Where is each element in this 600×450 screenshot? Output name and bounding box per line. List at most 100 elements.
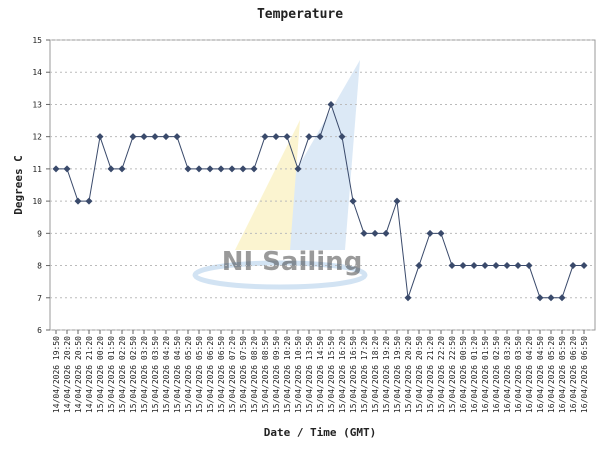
x-tick-label: 15/04/2026 02:50 [129,336,138,413]
point [118,165,126,173]
point [360,229,368,237]
x-tick-label: 16/04/2026 05:20 [547,336,556,413]
x-tick-label: 15/04/2026 16:20 [338,336,347,413]
x-tick-label: 15/04/2026 18:20 [371,336,380,413]
point [404,294,412,302]
point [107,165,115,173]
x-tick-label: 15/04/2026 21:20 [426,336,435,413]
x-tick-label: 16/04/2026 05:50 [558,336,567,413]
point [415,262,423,270]
point [316,133,324,141]
x-tick-label: 16/04/2026 01:50 [481,336,490,413]
x-tick-label: 15/04/2026 09:50 [272,336,281,413]
x-tick-label: 15/04/2026 22:20 [437,336,446,413]
y-tick-label: 6 [37,326,42,335]
point [195,165,203,173]
point [151,133,159,141]
y-axis-label: Degrees C [12,155,25,215]
point [272,133,280,141]
x-tick-label: 15/04/2026 03:20 [140,336,149,413]
point [74,197,82,205]
point [305,133,313,141]
point [393,197,401,205]
point [547,294,555,302]
point [250,165,258,173]
x-tick-label: 14/04/2026 20:50 [74,336,83,413]
x-tick-label: 15/04/2026 19:50 [393,336,402,413]
x-tick-label: 15/04/2026 05:50 [195,336,204,413]
point [382,229,390,237]
point [52,165,60,173]
point [173,133,181,141]
x-tick-label: 15/04/2026 01:50 [107,336,116,413]
point [85,197,93,205]
point [327,100,335,108]
watermark: NI Sailing [222,247,363,277]
point [63,165,71,173]
chart-title: Temperature [257,7,343,22]
point [470,262,478,270]
point [294,165,302,173]
plot-frame [49,39,596,331]
point [492,262,500,270]
point [349,197,357,205]
x-tick-label: 14/04/2026 21:20 [85,336,94,413]
x-tick-label: 15/04/2026 06:20 [206,336,215,413]
x-tick-label: 16/04/2026 04:50 [536,336,545,413]
x-tick-label: 14/04/2026 20:20 [63,336,72,413]
y-tick-label: 11 [32,165,42,174]
point [536,294,544,302]
x-tick-label: 15/04/2026 08:20 [250,336,259,413]
x-tick-label: 15/04/2026 03:50 [151,336,160,413]
point [514,262,522,270]
x-tick-label: 15/04/2026 05:20 [184,336,193,413]
x-tick-label: 15/04/2026 02:20 [118,336,127,413]
x-tick-label: 16/04/2026 03:20 [503,336,512,413]
x-tick-label: 16/04/2026 06:50 [580,336,589,413]
x-tick-label: 15/04/2026 06:50 [217,336,226,413]
point [569,262,577,270]
y-tick-label: 10 [32,197,42,206]
y-tick-label: 7 [37,294,42,303]
point [129,133,137,141]
x-tick-label: 16/04/2026 06:20 [569,336,578,413]
x-tick-label: 15/04/2026 04:20 [162,336,171,413]
y-tick-label: 9 [37,229,42,238]
x-tick-label: 15/04/2026 10:50 [294,336,303,413]
point [184,165,192,173]
x-tick-label: 15/04/2026 13:50 [305,336,314,413]
x-tick-label: 15/04/2026 20:50 [415,336,424,413]
x-tick-label: 16/04/2026 04:20 [525,336,534,413]
point [371,229,379,237]
x-tick-label: 15/04/2026 15:50 [327,336,336,413]
x-tick-label: 15/04/2026 07:20 [228,336,237,413]
point [283,133,291,141]
point [580,262,588,270]
x-tick-label: 15/04/2026 07:50 [239,336,248,413]
y-tick-label: 15 [32,36,42,45]
x-tick-label: 15/04/2026 14:50 [316,336,325,413]
x-tick-label: 16/04/2026 00:50 [459,336,468,413]
y-tick-label: 14 [32,68,42,77]
x-tick-label: 15/04/2026 22:50 [448,336,457,413]
point [96,133,104,141]
y-tick-label: 8 [37,262,42,271]
x-tick-label: 15/04/2026 10:20 [283,336,292,413]
point [437,229,445,237]
point [525,262,533,270]
x-tick-label: 14/04/2026 19:50 [52,336,61,413]
x-tick-label: 15/04/2026 17:20 [360,336,369,413]
point [239,165,247,173]
point [162,133,170,141]
x-tick-label: 15/04/2026 04:50 [173,336,182,413]
y-tick-label: 12 [32,133,42,142]
point [448,262,456,270]
x-tick-label: 15/04/2026 16:50 [349,336,358,413]
point [481,262,489,270]
x-tick-label: 16/04/2026 03:50 [514,336,523,413]
x-tick-label: 15/04/2026 00:20 [96,336,105,413]
point [261,133,269,141]
x-tick-label: 16/04/2026 02:50 [492,336,501,413]
point [338,133,346,141]
